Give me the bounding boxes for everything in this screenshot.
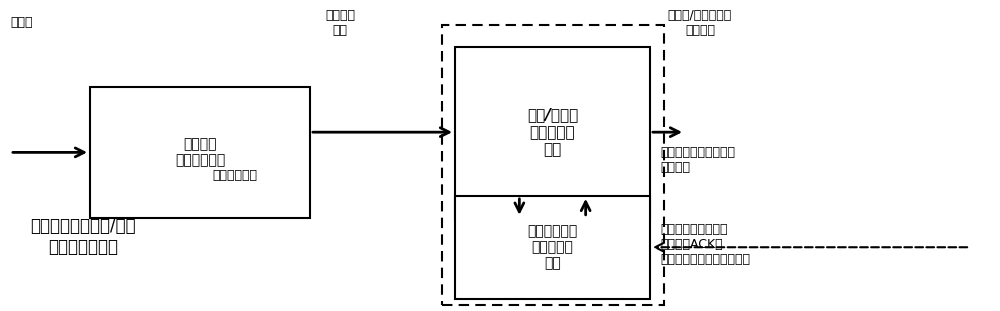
Text: 接受合法发送方发送
的确认包ACK，
触发人工基带噪音更新模块: 接受合法发送方发送 的确认包ACK， 触发人工基带噪音更新模块 [660,223,750,266]
Text: 信道编码
以及比特调至: 信道编码 以及比特调至 [175,137,225,168]
Bar [455,196,650,299]
Bar [442,25,664,305]
Text: 人工基带噪音
的更新算法
模块: 人工基带噪音 的更新算法 模块 [527,224,578,271]
Text: 干扰/加密，
能量归一化
模块: 干扰/加密， 能量归一化 模块 [527,107,578,157]
Text: 被干扰/加密以后的
基带信号: 被干扰/加密以后的 基带信号 [668,9,732,37]
Bar [90,87,310,218]
Text: 数据包: 数据包 [10,16,32,29]
Text: 数据基带
信号: 数据基带 信号 [325,9,355,37]
Text: 人工基带噪音: 人工基带噪音 [212,169,258,182]
Text: 人工基带噪音干扰/加密
硬件结构示意图: 人工基带噪音干扰/加密 硬件结构示意图 [30,217,136,256]
Bar [455,47,650,218]
Text: 被任意随机选择的数据
基带信号: 被任意随机选择的数据 基带信号 [660,146,735,174]
